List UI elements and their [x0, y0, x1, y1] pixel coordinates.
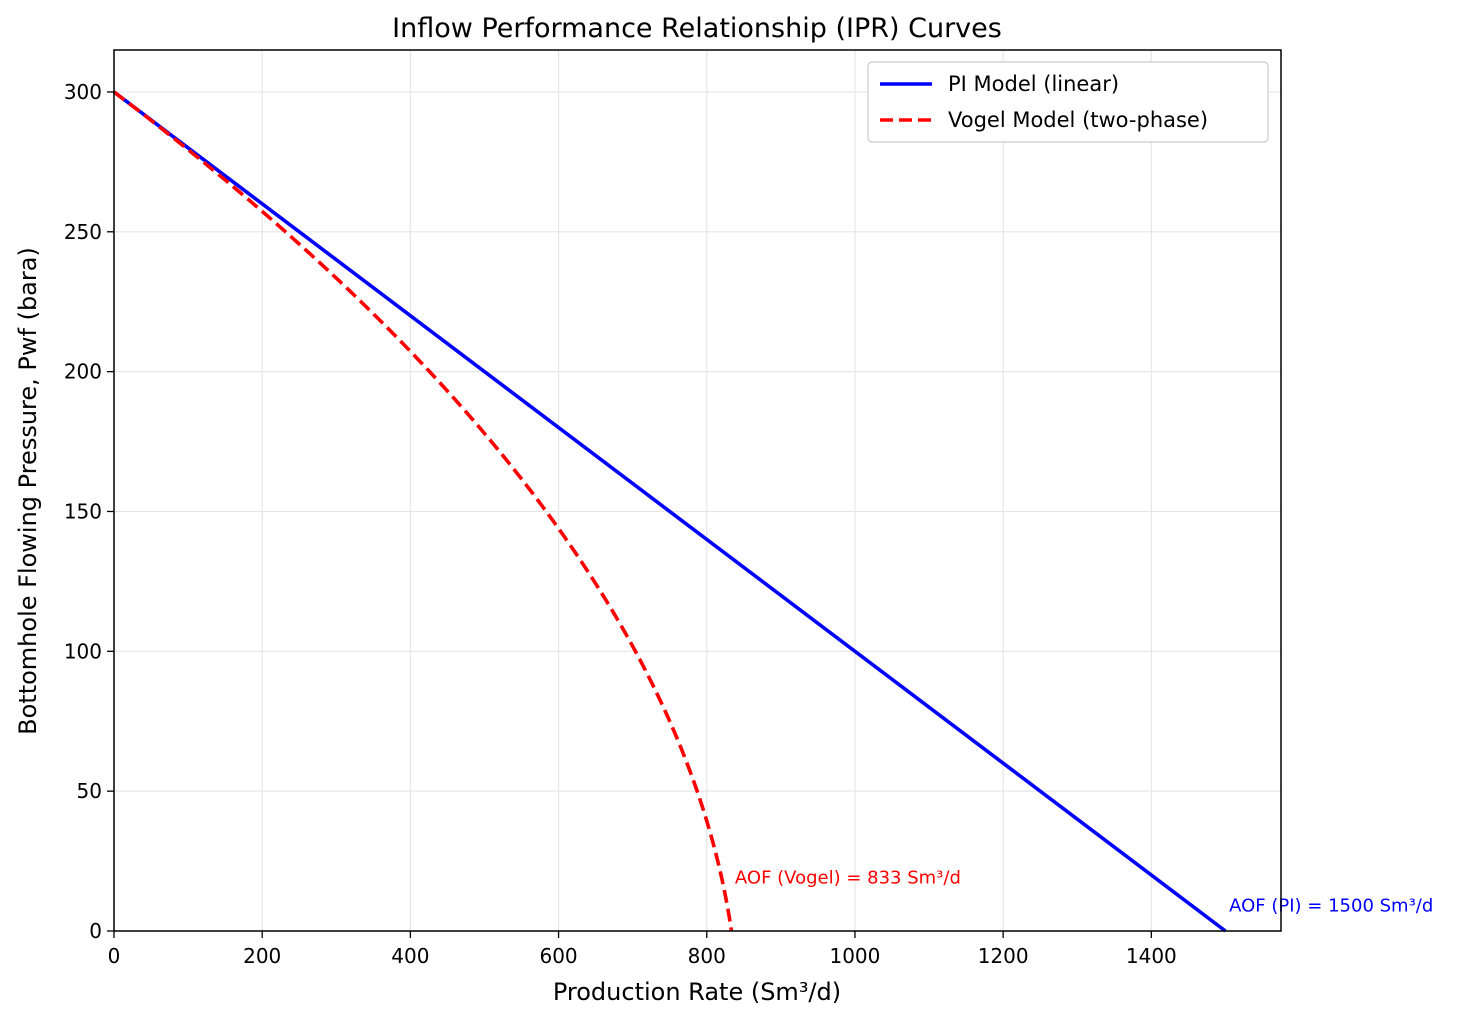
aof-annotation: AOF (Vogel) = 833 Sm³/d — [735, 867, 961, 888]
y-axis-label: Bottomhole Flowing Pressure, Pwf (bara) — [14, 247, 42, 735]
y-tick-label: 0 — [89, 919, 102, 943]
x-tick-label: 1400 — [1126, 944, 1177, 968]
pi-model-curve — [112, 90, 1227, 933]
x-tick-label: 400 — [391, 944, 429, 968]
axis-ticks: 0 200 400 600 800 1000 1200 1400 0 50 100 150 200 250… — [64, 80, 1177, 968]
x-tick-label: 600 — [539, 944, 577, 968]
chart-title: Inflow Performance Relationship (IPR) Cu… — [392, 13, 1002, 44]
legend-label-vogel-model: Vogel Model (two-phase) — [948, 108, 1208, 132]
legend-box — [867, 61, 1269, 143]
y-tick-label: 50 — [77, 779, 102, 803]
x-tick-label: 1000 — [829, 944, 880, 968]
x-tick-label: 200 — [243, 944, 281, 968]
legend-label-pi-model: PI Model (linear) — [948, 72, 1119, 96]
y-tick-label: 250 — [64, 220, 102, 244]
y-tick-label: 200 — [64, 360, 102, 384]
x-axis-label: Production Rate (Sm³/d) — [553, 978, 841, 1006]
plot-series — [112, 90, 1227, 933]
y-tick-label: 150 — [64, 499, 102, 523]
plot-frame — [113, 49, 1282, 932]
x-tick-label: 800 — [688, 944, 726, 968]
y-tick-label: 300 — [64, 80, 102, 104]
grid — [113, 50, 1281, 932]
vogel-model-curve — [112, 90, 734, 932]
legend: PI Model (linear) Vogel Model (two-phase… — [867, 61, 1269, 143]
y-tick-label: 100 — [64, 639, 102, 663]
aof-annotation: AOF (PI) = 1500 Sm³/d — [1229, 895, 1433, 916]
x-tick-label: 0 — [108, 944, 121, 968]
annotations: AOF (Vogel) = 833 Sm³/d AOF (PI) = 1500 S… — [735, 867, 1433, 916]
x-tick-label: 1200 — [978, 944, 1029, 968]
